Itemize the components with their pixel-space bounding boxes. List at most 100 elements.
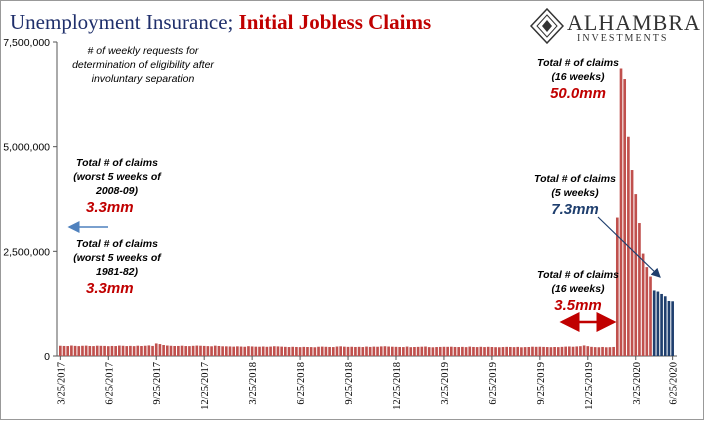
bar	[66, 346, 70, 356]
bar	[136, 345, 140, 356]
annotation-16-weeks-line1: Total # of claims	[537, 57, 619, 69]
bar	[553, 347, 556, 356]
x-tick-label: 3/25/2020	[632, 362, 643, 405]
annotation-2008-09: Total # of claims (worst 5 weeks of 2008…	[62, 156, 172, 218]
bar	[254, 346, 258, 356]
bar	[177, 345, 180, 356]
bar	[272, 346, 276, 356]
bar	[221, 346, 224, 356]
bar	[464, 347, 468, 356]
bar	[486, 346, 490, 356]
x-tick-label: 9/25/2018	[344, 362, 355, 405]
annotation-1981-82: Total # of claims (worst 5 weeks of 1981…	[62, 237, 172, 299]
bar	[247, 346, 250, 356]
bar	[545, 347, 549, 356]
bar	[295, 346, 298, 356]
annotation-16-weeks-total: Total # of claims (16 weeks) 50.0mm	[528, 56, 628, 104]
bar	[165, 345, 169, 356]
x-tick-label: 6/25/2020	[669, 362, 680, 405]
x-axis: 3/25/2017 6/25/2017 9/25/2017 12/25/2017 3/2…	[56, 356, 680, 410]
bar	[125, 346, 129, 356]
bar-highlight	[660, 293, 663, 356]
annotation-16-weeks-value: 50.0mm	[550, 85, 606, 102]
bar	[479, 346, 483, 356]
x-tick-label: 3/25/2017	[56, 362, 67, 405]
bar	[206, 346, 210, 356]
logo-word: ALHAMBRA	[567, 10, 701, 35]
annotation-5-weeks-line2: (5 weeks)	[551, 187, 599, 199]
diamond-logo-icon	[530, 8, 564, 44]
bar	[59, 345, 62, 356]
bar	[121, 345, 125, 356]
x-tick-label: 9/25/2017	[152, 362, 163, 405]
bar	[556, 347, 560, 356]
bar	[202, 345, 206, 356]
bar	[199, 345, 202, 356]
bar	[309, 347, 313, 356]
bar	[560, 346, 564, 356]
bar	[534, 346, 538, 356]
bar	[497, 347, 501, 356]
title-part2: Initial Jobless Claims	[238, 10, 432, 34]
bar	[590, 346, 593, 356]
bar	[287, 347, 291, 356]
bar	[265, 346, 269, 356]
bar	[509, 346, 512, 356]
bar	[446, 346, 449, 356]
bar	[542, 346, 545, 356]
bar	[361, 347, 365, 356]
bar	[88, 345, 92, 356]
bar	[475, 347, 479, 356]
bar	[461, 346, 464, 356]
annotation-1981-82-value: 3.3mm	[86, 280, 134, 297]
bar	[612, 346, 615, 356]
bar	[228, 346, 232, 356]
bar	[438, 346, 442, 356]
bar-highlight	[652, 290, 656, 356]
bar	[232, 346, 236, 356]
bar	[118, 345, 121, 356]
bar	[213, 345, 217, 356]
annotation-1981-82-line2: (worst 5 weeks of	[73, 252, 161, 264]
bar	[604, 347, 608, 356]
bar	[280, 346, 283, 356]
bar	[623, 79, 627, 357]
bar	[188, 346, 191, 356]
bar	[354, 346, 357, 356]
annotation-baseline-16-weeks: Total # of claims (16 weeks) 3.5mm	[528, 268, 628, 316]
bar	[284, 346, 287, 356]
bar	[649, 276, 652, 356]
bar	[258, 346, 261, 356]
bar	[173, 345, 177, 356]
alhambra-logo: ALHAMBRA INVESTMENTS	[530, 8, 700, 48]
annotation-note: # of weekly requests for determination o…	[68, 44, 218, 86]
annotation-baseline-line1: Total # of claims	[537, 269, 619, 281]
bar	[239, 346, 243, 356]
bar	[641, 253, 645, 356]
bar	[538, 346, 542, 356]
bar	[350, 346, 354, 356]
bar	[162, 345, 165, 356]
annotation-baseline-line2: (16 weeks)	[551, 283, 605, 295]
bar	[383, 346, 387, 356]
bar	[313, 347, 317, 356]
bar	[320, 346, 324, 356]
annotation-5-weeks-value: 7.3mm	[551, 201, 599, 218]
annotation-baseline-value: 3.5mm	[554, 297, 602, 314]
bar	[376, 346, 379, 356]
bar	[99, 345, 103, 356]
bar	[645, 267, 649, 356]
annotation-arrows	[67, 216, 661, 332]
bar	[154, 343, 158, 356]
bar	[151, 345, 154, 356]
bar	[195, 345, 199, 356]
bar	[169, 345, 173, 356]
bar	[372, 346, 376, 356]
bar	[483, 347, 486, 356]
chart-bars	[59, 68, 674, 357]
bar-highlight	[663, 296, 667, 356]
bar	[409, 347, 413, 356]
x-tick-label: 12/25/2019	[584, 362, 595, 410]
bar	[405, 346, 409, 356]
